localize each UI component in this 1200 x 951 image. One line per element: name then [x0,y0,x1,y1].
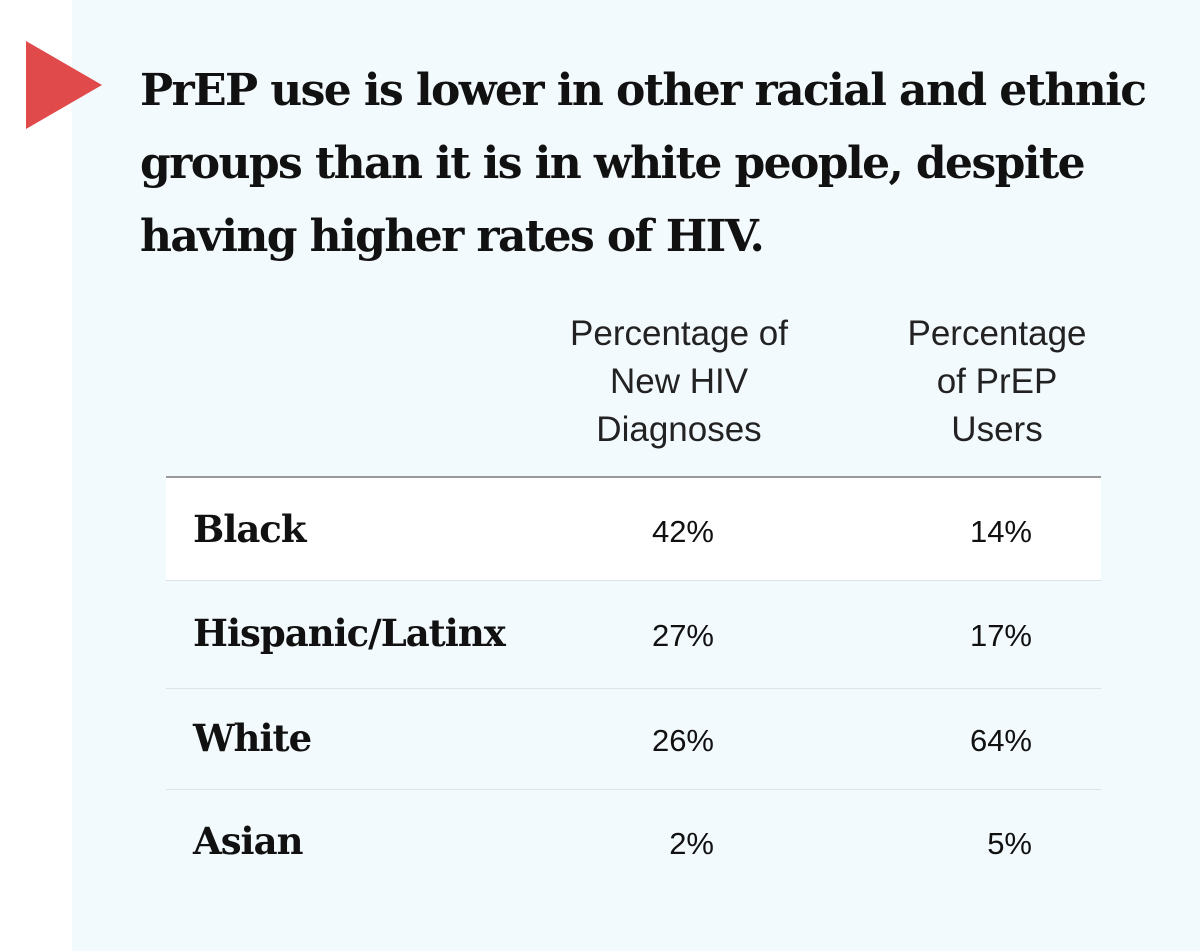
cell-prep-users: 64% [969,723,1032,758]
cell-prep-users: 17% [969,618,1032,653]
column-header-new-hiv-diagnoses: Percentage of New HIV Diagnoses [570,314,788,449]
column-header-prep-users: Percentage of PrEP Users [907,314,1087,449]
row-label: Black [193,507,306,551]
table-row-hispanic-latinx: Hispanic/Latinx 27% 17% [166,582,1101,684]
cell-new-hiv-diagnoses: 42% [651,514,714,549]
table-row-black: Black 42% 14% [166,478,1101,580]
row-label: Asian [193,819,303,863]
cell-prep-users: 14% [969,514,1032,549]
table-row-white: White 26% 64% [166,687,1101,789]
cell-new-hiv-diagnoses: 27% [651,618,714,653]
triangle-right-icon [26,41,102,129]
cell-new-hiv-diagnoses: 2% [669,826,714,861]
cell-prep-users: 5% [987,826,1032,861]
row-divider [166,580,1101,581]
row-divider [166,789,1101,790]
header-divider [166,476,1101,478]
cell-new-hiv-diagnoses: 26% [651,723,714,758]
table-row-asian: Asian 2% 5% [166,790,1101,892]
row-label: White [193,716,312,760]
chart-panel [72,0,1200,951]
row-divider [166,688,1101,689]
chart-title: PrEP use is lower in other racial and et… [140,65,1147,262]
row-label: Hispanic/Latinx [193,611,506,655]
